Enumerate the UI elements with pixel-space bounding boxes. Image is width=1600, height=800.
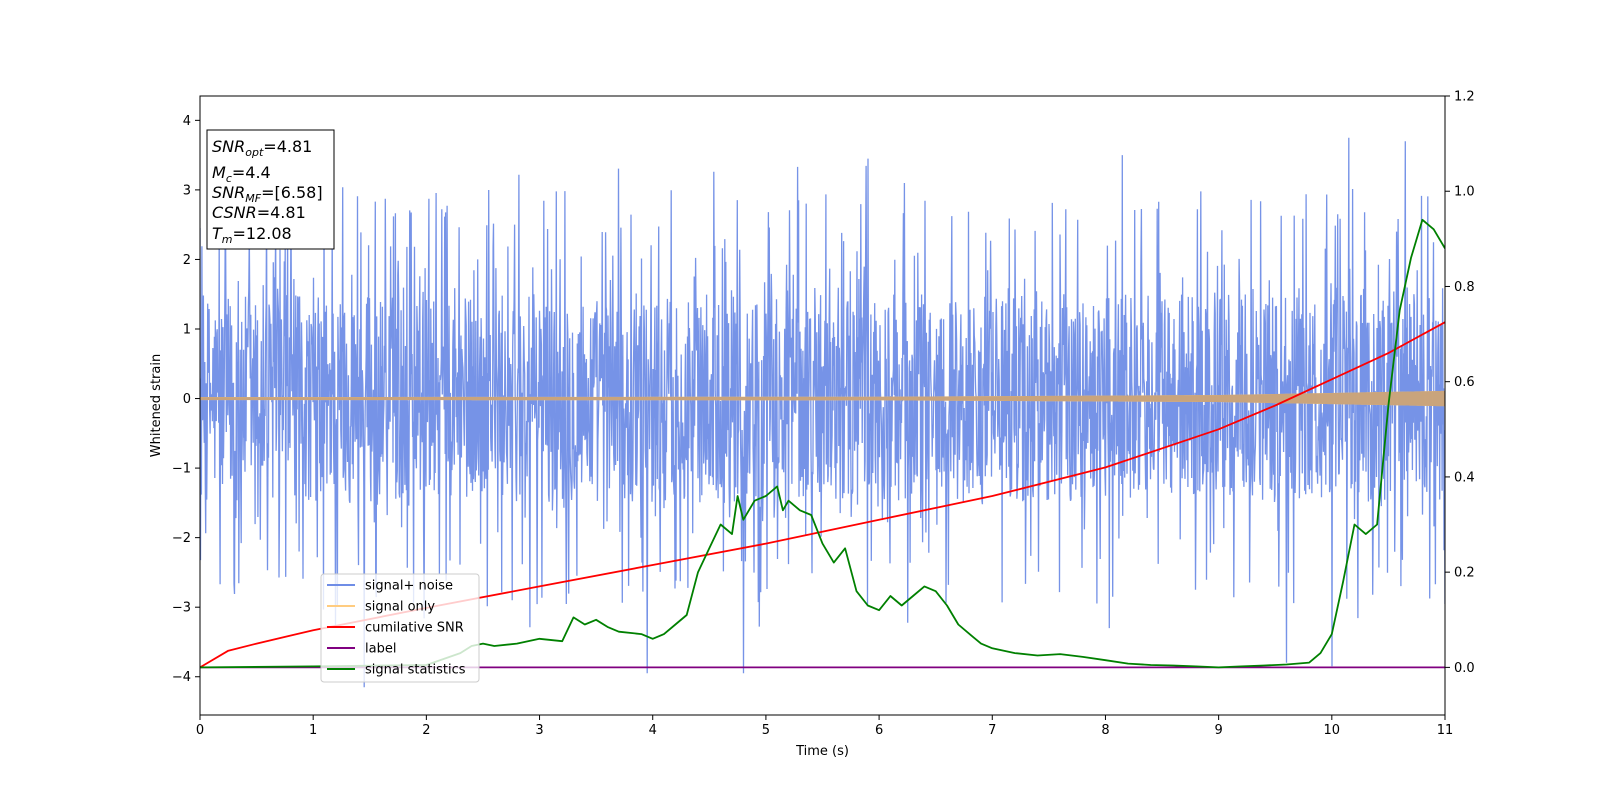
y-right-tick-label-0: 0.0 (1454, 661, 1475, 676)
info-box-frame (206, 129, 335, 250)
x-axis-label: Time (s) (795, 744, 849, 759)
series-signal-only-band (200, 390, 1445, 407)
x-axis: 0 1 2 3 4 5 6 7 8 9 10 11 (196, 715, 1453, 738)
y-left-tick-label-8: 4 (183, 114, 191, 129)
info-snr-mf: SNRMF=[6.58] (212, 183, 323, 205)
x-tick-label-3: 3 (535, 723, 543, 738)
y-left-tick-label-2: −2 (172, 531, 191, 546)
y-left-tick-label-1: −3 (172, 601, 191, 616)
y-left-tick-label-7: 3 (183, 183, 191, 198)
info-tm: Tm=12.08 (212, 224, 292, 246)
plot-frame (199, 95, 1446, 716)
y-right-tick-label-2: 0.4 (1454, 470, 1475, 485)
x-tick-label-0: 0 (196, 723, 204, 738)
legend-frame (320, 573, 480, 683)
x-tick-label-8: 8 (1101, 723, 1109, 738)
legend-label-1: signal only (365, 600, 435, 615)
y-right-tick-label-5: 1.0 (1454, 185, 1475, 200)
series-signal-noise (200, 137, 1445, 688)
y-right-tick-label-3: 0.6 (1454, 375, 1475, 390)
x-tick-label-7: 7 (988, 723, 996, 738)
x-tick-label-1: 1 (309, 723, 317, 738)
x-tick-label-2: 2 (422, 723, 430, 738)
y-left-tick-label-5: 1 (183, 322, 191, 337)
series-signal-statistics (200, 218, 1445, 669)
y-right-tick-label-6: 1.2 (1454, 90, 1475, 105)
series-cumilative-snr (200, 321, 1445, 669)
info-csnr: CSNR=4.81 (212, 203, 306, 222)
y-left-tick-label-6: 2 (183, 253, 191, 268)
x-tick-label-11: 11 (1437, 723, 1454, 738)
y-axis-left: −4 −3 −2 −1 0 1 2 3 4 (172, 114, 200, 685)
info-snr-opt: SNRopt=4.81 (212, 137, 312, 159)
y-left-tick-label-3: −1 (172, 462, 191, 477)
x-tick-label-9: 9 (1214, 723, 1222, 738)
legend: signal+ noise signal only cumilative SNR la… (320, 573, 480, 683)
legend-label-3: label (365, 642, 396, 657)
x-tick-label-5: 5 (762, 723, 770, 738)
y-right-tick-label-4: 0.8 (1454, 280, 1475, 295)
y-right-tick-label-1: 0.2 (1454, 566, 1475, 581)
y-axis-right: 0.0 0.2 0.4 0.6 0.8 1.0 1.2 (1445, 90, 1475, 676)
x-tick-label-10: 10 (1324, 723, 1341, 738)
y-axis-label: Whitened strain (149, 354, 164, 457)
legend-label-2: cumilative SNR (365, 621, 464, 636)
legend-label-0: signal+ noise (365, 579, 453, 594)
x-tick-label-4: 4 (649, 723, 657, 738)
y-left-tick-label-4: 0 (183, 392, 191, 407)
info-box: SNRopt=4.81 Mc=4.4 SNRMF=[6.58] CSNR=4.8… (206, 129, 335, 250)
legend-label-4: signal statistics (365, 663, 466, 678)
y-left-tick-label-0: −4 (172, 670, 191, 685)
x-tick-label-6: 6 (875, 723, 883, 738)
info-mc: Mc=4.4 (212, 163, 271, 185)
